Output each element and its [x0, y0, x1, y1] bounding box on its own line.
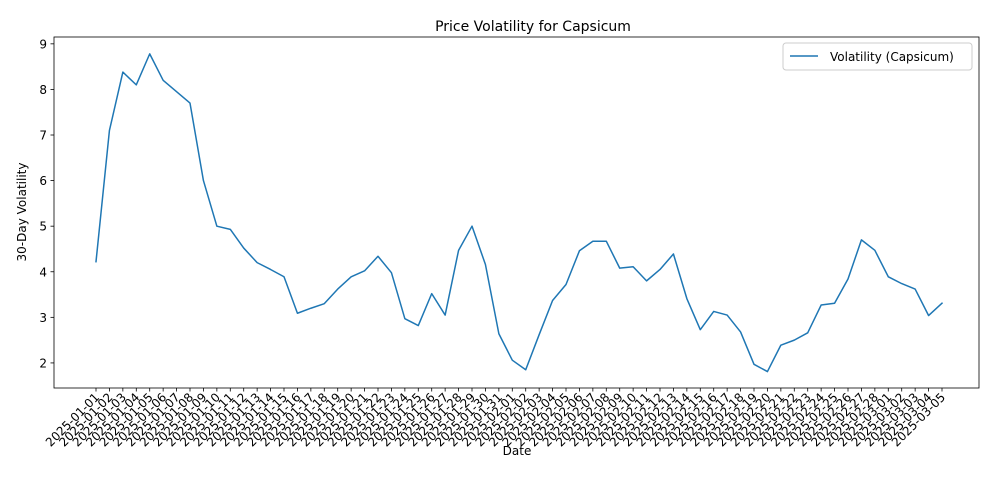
y-tick-label: 5 — [39, 220, 47, 234]
legend-label-volatility: Volatility (Capsicum) — [830, 50, 954, 64]
series-layer — [95, 53, 944, 373]
y-tick-label: 4 — [39, 265, 47, 279]
legend: Volatility (Capsicum) — [782, 42, 973, 71]
chart-title: Price Volatility for Capsicum — [435, 19, 631, 35]
x-axis-title: Date — [503, 444, 532, 458]
y-axis: 2 3 4 5 6 7 8 9 — [39, 37, 54, 370]
y-tick-label: 9 — [39, 37, 47, 51]
y-tick-label: 2 — [39, 356, 47, 370]
y-tick-label: 7 — [39, 129, 47, 143]
legend-box — [782, 42, 973, 71]
y-axis-title: 30-Day Volatility — [15, 163, 29, 262]
y-tick-label: 3 — [39, 311, 47, 325]
plot-frame — [53, 36, 980, 389]
x-axis: 2025-01-012025-01-022025-01-032025-01-04… — [43, 388, 948, 449]
y-tick-label: 6 — [39, 174, 47, 188]
series-line-0 — [95, 53, 944, 373]
y-tick-label: 8 — [39, 83, 47, 97]
